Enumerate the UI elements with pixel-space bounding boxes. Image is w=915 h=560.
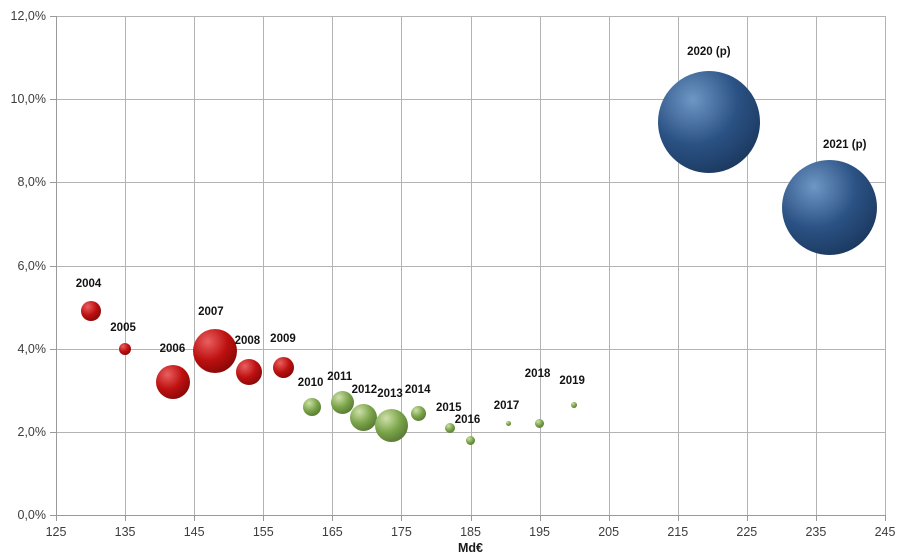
x-tick-label-225: 225 xyxy=(736,525,758,539)
bubble-2020-p- xyxy=(657,71,760,174)
x-tick-label-135: 135 xyxy=(114,525,136,539)
bubble-label-2015: 2015 xyxy=(435,401,462,414)
x-tick-label-165: 165 xyxy=(321,525,343,539)
bubble-label-2019: 2019 xyxy=(559,374,585,387)
x-tick-135 xyxy=(125,515,127,521)
bubble-2009 xyxy=(273,356,295,378)
bubble-label-2007: 2007 xyxy=(198,305,224,318)
y-tick-label-6: 6,0% xyxy=(17,258,47,273)
bubble-label-2008: 2008 xyxy=(234,334,261,347)
gridline-y-12 xyxy=(56,16,885,17)
x-tick-label-245: 245 xyxy=(874,525,896,539)
gridline-y-10 xyxy=(56,99,885,101)
bubble-2005 xyxy=(119,342,132,355)
bubble-label-2005: 2005 xyxy=(110,321,136,334)
y-tick-label-2: 2,0% xyxy=(17,424,47,439)
bubble-label-2021-p-: 2021 (p) xyxy=(822,139,867,152)
x-tick-label-205: 205 xyxy=(598,525,620,539)
bubble-label-2017: 2017 xyxy=(493,399,520,412)
bubble-2018 xyxy=(535,419,545,429)
x-tick-165 xyxy=(332,515,334,521)
y-tick-0 xyxy=(50,515,56,516)
y-tick-label-4: 4,0% xyxy=(17,341,47,356)
x-tick-label-125: 125 xyxy=(45,525,67,539)
x-tick-label-155: 155 xyxy=(252,525,274,539)
x-tick-145 xyxy=(194,515,196,521)
x-tick-225 xyxy=(746,515,748,521)
x-tick-215 xyxy=(677,515,679,521)
bubble-2021-p- xyxy=(782,159,878,255)
bubble-2007 xyxy=(192,328,237,373)
bubble-2010 xyxy=(302,397,321,416)
bubble-label-2013: 2013 xyxy=(377,387,403,400)
bubble-label-2009: 2009 xyxy=(270,333,296,346)
bubble-2012 xyxy=(349,403,377,431)
x-tick-175 xyxy=(401,515,403,521)
bubble-label-2018: 2018 xyxy=(524,367,551,380)
y-tick-label-8: 8,0% xyxy=(17,175,47,190)
y-tick-8 xyxy=(50,182,56,184)
bubble-2006 xyxy=(156,364,191,399)
bubble-label-2011: 2011 xyxy=(327,370,353,383)
y-tick-10 xyxy=(50,99,56,101)
y-tick-12 xyxy=(50,16,56,17)
x-tick-205 xyxy=(608,515,610,521)
bubble-2013 xyxy=(374,409,408,443)
gridline-y-2 xyxy=(56,431,885,433)
bubble-label-2014: 2014 xyxy=(404,384,431,397)
bubble-2016 xyxy=(466,435,475,445)
bubble-label-2016: 2016 xyxy=(454,414,481,427)
bubble-2014 xyxy=(411,405,427,421)
x-tick-label-215: 215 xyxy=(667,525,689,539)
y-tick-4 xyxy=(50,348,56,350)
y-tick-label-0: 0,0% xyxy=(17,508,47,522)
bubble-label-2004: 2004 xyxy=(75,278,102,291)
bubble-2011 xyxy=(331,391,355,415)
bubble-2004 xyxy=(80,301,101,322)
gridline-y-6 xyxy=(56,265,885,267)
x-tick-195 xyxy=(539,515,541,521)
bubble-label-2010: 2010 xyxy=(297,376,324,389)
x-tick-235 xyxy=(815,515,817,521)
x-tick-label-235: 235 xyxy=(805,525,827,539)
bubble-label-2012: 2012 xyxy=(351,384,378,397)
x-tick-245 xyxy=(885,515,886,521)
bubble-2019 xyxy=(571,401,578,408)
bubble-2017 xyxy=(505,420,512,427)
bubble-label-2006: 2006 xyxy=(159,342,186,355)
y-tick-label-10: 10,0% xyxy=(10,92,46,107)
y-tick-6 xyxy=(50,265,56,267)
bubble-2008 xyxy=(236,358,263,385)
gridline-y-8 xyxy=(56,182,885,184)
gridline-y-4 xyxy=(56,348,885,350)
y-axis-line xyxy=(56,16,57,515)
x-tick-label-145: 145 xyxy=(183,525,205,539)
bubble-label-2020-p-: 2020 (p) xyxy=(687,46,731,59)
bubble-2015 xyxy=(444,422,455,433)
x-tick-label-195: 195 xyxy=(529,525,551,539)
y-tick-2 xyxy=(50,431,56,433)
gridline-x-245 xyxy=(885,16,886,515)
x-tick-155 xyxy=(263,515,265,521)
y-tick-label-12: 12,0% xyxy=(10,9,46,23)
x-tick-label-185: 185 xyxy=(460,525,481,539)
x-tick-185 xyxy=(470,515,472,521)
x-tick-125 xyxy=(56,515,57,521)
x-tick-label-175: 175 xyxy=(390,525,412,539)
x-axis-title: Md€ xyxy=(458,541,483,555)
